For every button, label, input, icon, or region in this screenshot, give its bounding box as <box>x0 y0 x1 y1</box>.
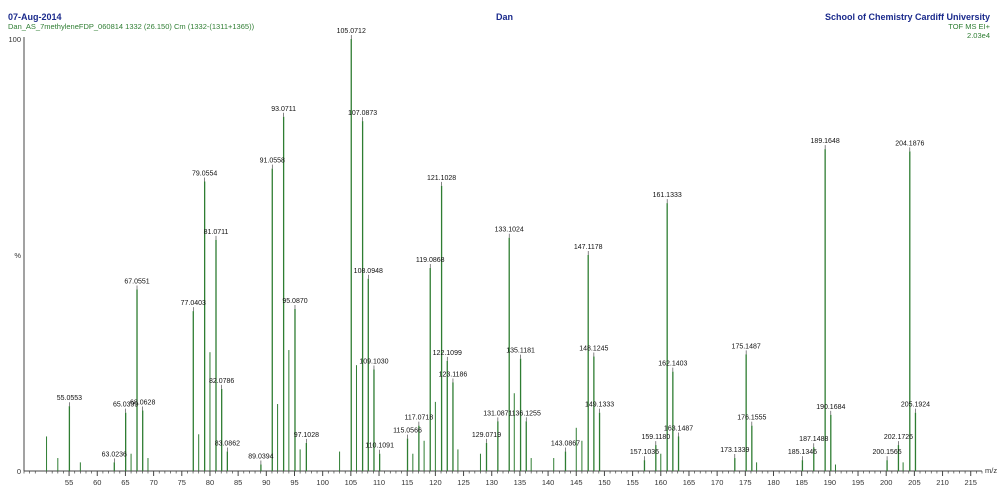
x-tick-label: 165 <box>683 478 696 487</box>
x-tick-label: 125 <box>457 478 470 487</box>
peak-label: 129.0719 <box>472 432 501 439</box>
peak-label: 81.0711 <box>204 229 229 236</box>
peak-label: 190.1684 <box>816 404 845 411</box>
x-tick-label: 155 <box>626 478 639 487</box>
peak-label: 162.1403 <box>658 361 687 368</box>
peak-label: 189.1648 <box>811 138 840 145</box>
peak-label: 91.0558 <box>260 158 285 165</box>
peak-label: 176.1555 <box>737 415 766 422</box>
x-tick-label: 65 <box>121 478 129 487</box>
peak-label: 147.1178 <box>574 244 603 251</box>
peak-label: 107.0873 <box>348 110 377 117</box>
peak-label: 200.1565 <box>872 449 901 456</box>
peak-label: 163.1487 <box>664 425 693 432</box>
x-tick-label: 215 <box>964 478 977 487</box>
x-tick-label: 140 <box>542 478 555 487</box>
peak-label: 108.0948 <box>354 268 383 275</box>
peak-label: 161.1333 <box>653 192 682 199</box>
x-tick-label: 200 <box>880 478 893 487</box>
peak-label: 135.1181 <box>506 348 535 355</box>
y-tick-label: 100 <box>8 35 21 44</box>
x-tick-label: 60 <box>93 478 101 487</box>
x-tick-label: 195 <box>852 478 865 487</box>
peak-label: 77.0403 <box>181 300 206 307</box>
acquisition-date: 07-Aug-2014 <box>8 12 62 22</box>
peak-label: 205.1924 <box>901 402 930 409</box>
x-tick-label: 210 <box>936 478 949 487</box>
peak-label: 136.1255 <box>512 410 541 417</box>
peak-label: 55.0553 <box>57 395 82 402</box>
peak-label: 159.1180 <box>641 434 670 441</box>
peak-label: 123.1186 <box>439 371 468 378</box>
sample-description: Dan_AS_7methyleneFDP_060814 1332 (26.150… <box>8 22 255 31</box>
peak-label: 187.1488 <box>799 436 828 443</box>
labeled-peaks <box>68 39 917 471</box>
peak-label: 149.1333 <box>585 402 614 409</box>
x-tick-label: 95 <box>290 478 298 487</box>
x-tick-label: 170 <box>711 478 724 487</box>
x-tick-label: 185 <box>795 478 808 487</box>
peak-label: 65.0399 <box>113 402 138 409</box>
y-tick-label: 0 <box>17 467 21 476</box>
x-tick-label: 150 <box>598 478 611 487</box>
x-tick-label: 135 <box>514 478 527 487</box>
peak-label: 105.0712 <box>337 28 366 35</box>
peak-label: 204.1876 <box>895 140 924 147</box>
x-tick-label: 205 <box>908 478 921 487</box>
peak-label: 202.1726 <box>884 434 913 441</box>
peak-label: 121.1028 <box>427 175 456 182</box>
peak-label: 83.0862 <box>215 441 240 448</box>
x-tick-label: 120 <box>429 478 442 487</box>
x-tick-label: 115 <box>401 478 413 487</box>
peak-label: 89.0394 <box>248 454 273 461</box>
x-tick-label: 75 <box>178 478 186 487</box>
x-tick-label: 160 <box>655 478 668 487</box>
x-tick-label: 70 <box>149 478 157 487</box>
peak-labels: 55.0553 63.0236 65.0399 67.0551 68.0628 77.04… <box>57 28 930 465</box>
peak-label: 185.1346 <box>788 449 817 456</box>
peak-label: 109.1030 <box>359 358 388 365</box>
peak-label: 93.0711 <box>271 106 296 113</box>
peak-label: 115.0566 <box>393 428 422 435</box>
peak-label: 63.0236 <box>102 451 127 458</box>
peak-label: 119.0868 <box>416 257 445 264</box>
y-tick-label: % <box>14 251 21 260</box>
x-tick-label: 85 <box>234 478 242 487</box>
peak-label: 148.1245 <box>579 346 608 353</box>
peak-label: 173.1339 <box>720 447 749 454</box>
x-tick-label: 175 <box>739 478 752 487</box>
peak-label: 110.1091 <box>365 443 394 450</box>
peak-label: 131.0871 <box>483 410 512 417</box>
x-tick-label: 110 <box>373 478 385 487</box>
x-tick-label: 130 <box>485 478 498 487</box>
peak-label: 143.0867 <box>551 441 580 448</box>
x-tick-label: 180 <box>767 478 780 487</box>
x-tick-label: 100 <box>316 478 329 487</box>
peak-label: 67.0551 <box>124 279 149 286</box>
x-tick-label: 55 <box>65 478 73 487</box>
x-tick-label: 145 <box>570 478 583 487</box>
peak-label: 122.1099 <box>433 350 462 357</box>
chart-axes: 100% 0 55 60 65 70 75 80 85 90 95 100 105 110 115 120 12… <box>8 35 997 487</box>
peak-label: 157.1036 <box>630 449 659 456</box>
peak-label: 97.1028 <box>294 432 319 439</box>
peak-label: 95.0870 <box>282 298 307 305</box>
x-tick-label: 90 <box>262 478 270 487</box>
operator-name: Dan <box>496 12 514 22</box>
x-tick-label: 80 <box>206 478 214 487</box>
peak-label: 117.0718 <box>405 415 434 422</box>
peak-label: 82.0786 <box>209 378 234 385</box>
minor-peaks <box>46 350 904 471</box>
base-peak-intensity: 2.03e4 <box>967 31 990 40</box>
peak-label: 68.0628 <box>130 400 155 407</box>
peak-label: 133.1024 <box>495 227 524 234</box>
x-tick-label: 105 <box>345 478 358 487</box>
peak-label: 175.1487 <box>732 343 761 350</box>
peak-label: 79.0554 <box>192 171 217 178</box>
ionisation-mode: TOF MS EI+ <box>948 22 990 31</box>
x-unit-label: m/z <box>985 466 997 475</box>
x-tick-label: 190 <box>824 478 837 487</box>
institution-name: School of Chemistry Cardiff University <box>824 12 990 22</box>
